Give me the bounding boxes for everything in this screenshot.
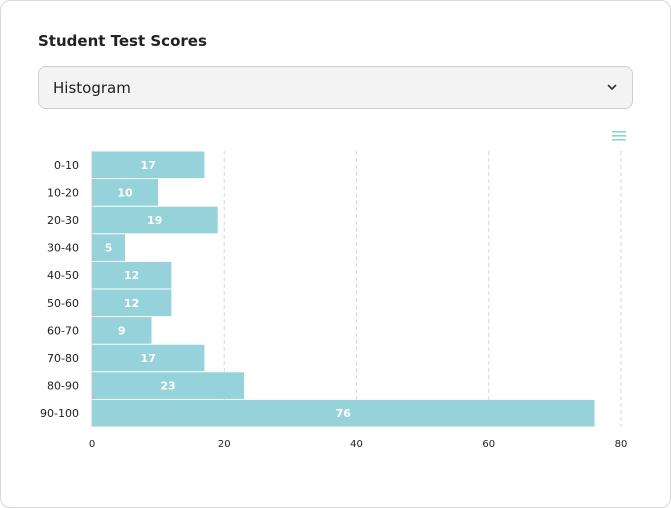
hamburger-menu-icon[interactable] — [611, 129, 627, 143]
y-category-label: 30-40 — [47, 242, 79, 255]
bar-value-label: 17 — [141, 352, 156, 365]
bar-value-label: 23 — [160, 380, 175, 393]
x-tick-label: 60 — [482, 439, 495, 450]
bar-value-label: 17 — [141, 159, 156, 172]
histogram-bar — [92, 151, 205, 179]
y-axis-labels: 0-10 10-20 20-30 30-40 40-50 50-60 60-70 70-80 8… — [40, 159, 79, 420]
bar-value-label: 12 — [124, 269, 139, 282]
bar-value-label: 76 — [336, 407, 352, 420]
histogram-bar — [92, 372, 245, 399]
y-category-label: 10-20 — [47, 186, 79, 199]
data-labels: 17 10 19 5 12 12 9 17 23 76 — [105, 159, 352, 420]
bar-value-label: 19 — [147, 214, 162, 227]
bar-value-label: 12 — [124, 297, 139, 310]
histogram-bar — [92, 261, 172, 289]
histogram-bar — [92, 399, 595, 427]
histogram-bar — [92, 179, 159, 206]
histogram-bar — [92, 234, 126, 261]
y-category-label: 70-80 — [47, 352, 79, 365]
chart-type-select-value: Histogram — [53, 79, 131, 97]
histogram-bar — [92, 206, 218, 234]
histogram-bar — [92, 317, 152, 344]
x-tick-label: 40 — [350, 439, 363, 450]
bar-value-label: 5 — [105, 242, 113, 255]
x-tick-label: 20 — [218, 439, 231, 450]
y-category-label: 80-90 — [47, 380, 79, 393]
y-category-label: 40-50 — [47, 269, 79, 282]
y-category-label: 90-100 — [40, 407, 79, 420]
y-category-label: 50-60 — [47, 297, 79, 310]
x-axis-ticks: 0 20 40 60 80 — [89, 439, 628, 450]
bar-value-label: 9 — [118, 324, 126, 337]
y-category-label: 0-10 — [54, 159, 79, 172]
y-category-label: 20-30 — [47, 214, 79, 227]
card-title: Student Test Scores — [38, 32, 207, 50]
chart-type-select[interactable]: Histogram — [38, 66, 633, 109]
bar-value-label: 10 — [117, 186, 133, 199]
histogram-bar — [92, 289, 172, 317]
bars — [92, 151, 595, 427]
histogram-bar — [92, 344, 205, 372]
y-category-label: 60-70 — [47, 324, 79, 337]
x-tick-label: 80 — [615, 439, 628, 450]
chevron-down-icon — [607, 84, 617, 90]
x-tick-label: 0 — [89, 439, 95, 450]
